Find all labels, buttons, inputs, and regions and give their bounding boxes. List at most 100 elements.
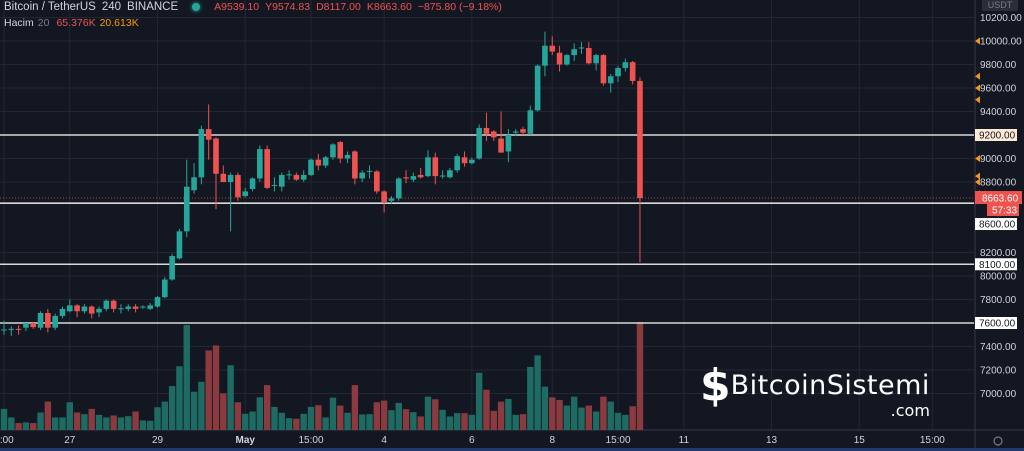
candle-body (154, 297, 161, 307)
volume-bar (395, 402, 402, 430)
candle-body (162, 279, 168, 298)
volume-bar (242, 413, 249, 430)
volume-bar (256, 397, 264, 430)
volume-bar (483, 389, 490, 430)
candle-body (344, 154, 351, 159)
candle-body (96, 308, 102, 313)
level-label: 7600.00 (979, 319, 1016, 330)
candle-body (359, 172, 365, 179)
alert-marker-icon (975, 72, 980, 80)
candle-body (220, 173, 227, 182)
volume-bar (227, 365, 234, 430)
candle-body (578, 47, 585, 49)
volume-bar (578, 407, 585, 430)
volume-label[interactable]: Hacim (4, 17, 34, 29)
y-tick-label: 8000.00 (980, 272, 1017, 283)
candle-body (556, 52, 563, 65)
volume-bar (512, 414, 519, 430)
x-tick-label: 29 (152, 435, 164, 446)
y-tick-label: 8800.00 (980, 178, 1017, 189)
volume-bar (322, 417, 329, 430)
candle-body (308, 159, 314, 175)
y-tick-label: 9000.00 (980, 154, 1017, 165)
volume-bar (607, 401, 614, 430)
volume-bar (300, 413, 307, 430)
alert-marker-icon (975, 172, 980, 180)
volume-bar (373, 402, 381, 430)
volume-bar (329, 397, 337, 430)
volume-bar (8, 417, 15, 430)
volume-bar (103, 417, 110, 430)
y-tick-label: 7200.00 (980, 366, 1017, 377)
candle-body (52, 315, 58, 328)
volume-bar (454, 413, 461, 430)
low-value: D8117.00 (316, 1, 361, 13)
volume-bar (527, 366, 534, 430)
candle-body (23, 323, 29, 328)
currency-button[interactable]: USDT (982, 0, 1018, 11)
candle-body (542, 45, 548, 66)
volume-bar (249, 411, 256, 430)
candle-body (629, 62, 636, 81)
candle-body (271, 184, 278, 186)
candle-body (176, 231, 183, 259)
volume-bar (110, 415, 117, 430)
candle-body (615, 68, 621, 77)
volume-bar (410, 412, 417, 430)
volume-bar (622, 414, 629, 430)
candle-body (417, 174, 424, 178)
volume-bar (0, 408, 8, 430)
candle-body (637, 80, 643, 199)
settings-gear-icon[interactable] (993, 436, 1003, 446)
alert-marker-icon (975, 37, 980, 45)
y-tick-label: 7800.00 (980, 295, 1017, 306)
volume-bar (490, 410, 497, 430)
volume-bar (358, 414, 366, 430)
candle-body (227, 174, 234, 182)
y-tick-label: 9600.00 (980, 84, 1017, 95)
candle-body (15, 328, 22, 330)
volume-bar (388, 410, 395, 430)
watermark-suffix: .com (890, 401, 930, 420)
open-value: A9539.10 (214, 1, 260, 13)
volume-bar (636, 322, 644, 430)
level-label-box (975, 258, 1017, 271)
candle-body (549, 45, 556, 52)
volume-bar (402, 409, 410, 430)
candle-body (439, 175, 446, 177)
change-value: −875.80 (−9.18%) (417, 1, 502, 13)
volume-bar (424, 396, 432, 430)
volume-bar (380, 400, 388, 430)
x-tick-label: 15:00 (606, 435, 631, 446)
volume-bar (183, 324, 190, 430)
volume-bar (190, 391, 198, 430)
volume-bar (344, 412, 351, 430)
volume-bar (337, 405, 344, 430)
candle-body (118, 308, 124, 310)
symbol-name[interactable]: Bitcoin / TetherUS (4, 1, 96, 13)
volume-bar (293, 418, 300, 430)
volume-bar (234, 402, 242, 430)
volume-bar (629, 406, 636, 430)
countdown-box (987, 204, 1019, 217)
market-status-icon (192, 3, 201, 11)
level-label: 8100.00 (979, 260, 1016, 271)
volume-bar (541, 386, 549, 430)
x-tick-label: 11 (679, 435, 690, 446)
y-tick-label: 9400.00 (980, 107, 1017, 118)
candle-body (88, 306, 95, 314)
volume-bar (66, 402, 73, 430)
alert-marker-icon (975, 178, 980, 186)
interval[interactable]: 240 (101, 1, 122, 13)
volume-bar (176, 366, 183, 430)
x-tick-label: 5:00 (0, 435, 14, 446)
high-value: Y9574.83 (265, 1, 311, 13)
candle-body (432, 157, 439, 177)
volume-bar (600, 396, 607, 430)
volume-bar (51, 417, 59, 430)
candle-body (8, 328, 15, 330)
volume-bar (44, 401, 52, 430)
candle-body (454, 156, 461, 171)
candle-body (125, 306, 132, 309)
